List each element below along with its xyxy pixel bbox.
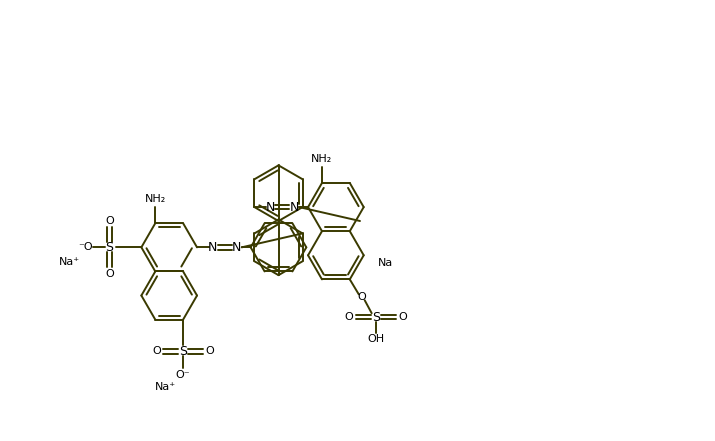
Text: O⁻: O⁻: [176, 370, 190, 380]
Text: N: N: [208, 241, 217, 254]
Text: NH₂: NH₂: [144, 194, 166, 204]
Text: N: N: [290, 201, 299, 213]
Text: ⁻O: ⁻O: [79, 243, 93, 252]
Text: O: O: [105, 269, 114, 279]
Text: O: O: [105, 216, 114, 225]
Text: O: O: [358, 292, 366, 302]
Text: N: N: [232, 241, 242, 254]
Text: N: N: [265, 201, 275, 213]
Text: Na: Na: [378, 258, 393, 268]
Text: NH₂: NH₂: [311, 154, 332, 164]
Text: O: O: [205, 347, 214, 356]
Text: O: O: [345, 312, 353, 322]
Text: O: O: [152, 347, 161, 356]
Text: S: S: [106, 241, 114, 254]
Text: Na⁺: Na⁺: [59, 257, 80, 267]
Text: O: O: [398, 312, 407, 322]
Text: Na⁺: Na⁺: [154, 382, 176, 392]
Text: S: S: [372, 310, 380, 324]
Text: S: S: [179, 345, 187, 358]
Text: OH: OH: [367, 334, 384, 344]
